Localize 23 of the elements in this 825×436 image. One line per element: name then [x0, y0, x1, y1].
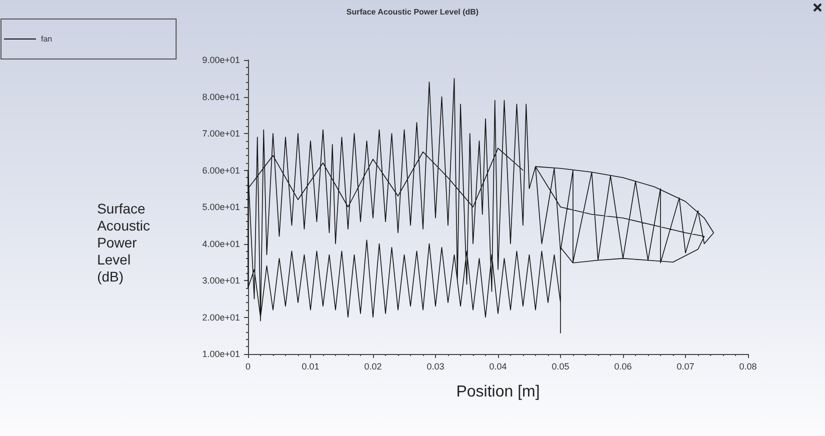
line-series: [248, 78, 714, 334]
x-tick-label: 0.04: [489, 362, 507, 372]
y-tick-label: 2.00e+01: [202, 312, 240, 322]
y-tick-label: 3.00e+01: [202, 276, 240, 286]
y-tick-label: 9.00e+01: [202, 55, 240, 65]
y-tick-label: 5.00e+01: [202, 202, 240, 212]
x-tick-label: 0.06: [614, 362, 632, 372]
x-tick-label: 0: [245, 362, 251, 372]
y-tick-label: 6.00e+01: [202, 165, 240, 176]
y-axis-title: Surface Acoustic Power Level (dB): [97, 200, 150, 284]
y-tick-label: 4.00e+01: [202, 238, 240, 249]
x-tick-label: 0.01: [302, 362, 320, 372]
x-tick-label: 0.02: [364, 362, 382, 372]
y-tick-label: 7.00e+01: [202, 128, 240, 138]
legend-label: fan: [41, 34, 52, 44]
x-tick-label: 0.03: [426, 362, 444, 372]
y-tick-label: 8.00e+01: [202, 92, 240, 102]
x-axis-title: Position [m]: [456, 384, 540, 400]
x-tick-label: 0.07: [676, 362, 694, 372]
chart-title: Surface Acoustic Power Level (dB): [346, 8, 479, 16]
x-tick-label: 0.05: [552, 362, 570, 372]
y-tick-label: 1.00e+01: [202, 349, 240, 359]
x-tick-label: 0.08: [739, 362, 757, 372]
